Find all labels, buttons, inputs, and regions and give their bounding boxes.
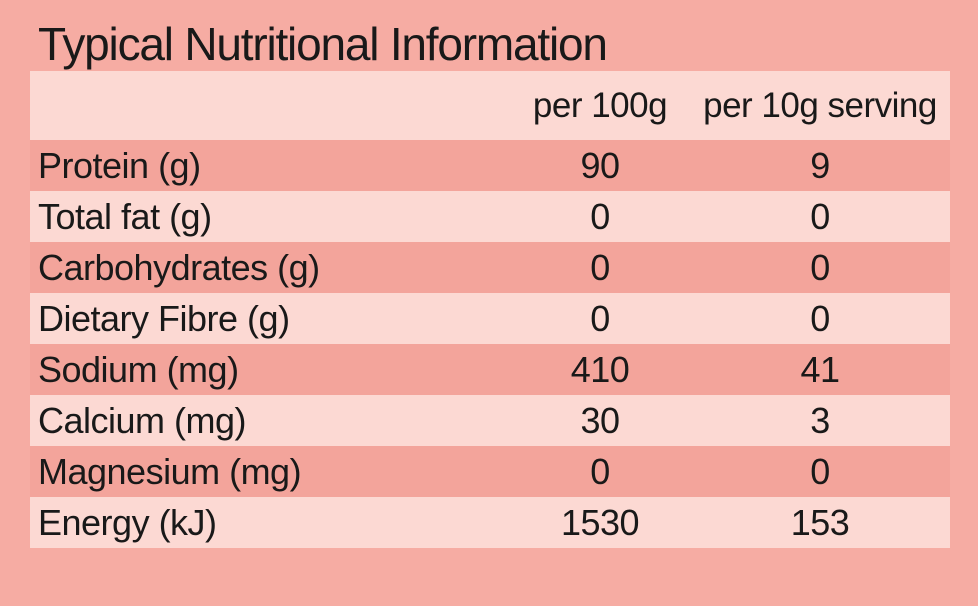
table-row-carbohydrates: Carbohydrates (g) 0 0 [30, 242, 950, 293]
table-header-row: per 100g per 10g serving [30, 71, 950, 140]
value-per-serving: 0 [810, 450, 830, 492]
value-per-100g: 30 [580, 399, 620, 441]
value-per-100g: 0 [590, 297, 610, 339]
nutrition-label-panel: Typical Nutritional Information per 100g… [30, 18, 950, 548]
row-label: Calcium (mg) [38, 399, 247, 441]
value-per-100g: 90 [580, 144, 620, 186]
value-per-serving: 0 [810, 195, 830, 237]
table-row-protein: Protein (g) 90 9 [30, 140, 950, 191]
table-row-total-fat: Total fat (g) 0 0 [30, 191, 950, 242]
row-label: Carbohydrates (g) [38, 246, 320, 288]
value-per-serving: 153 [790, 501, 850, 543]
value-per-serving: 9 [810, 144, 830, 186]
table-row-sodium: Sodium (mg) 410 41 [30, 344, 950, 395]
value-per-serving: 0 [810, 246, 830, 288]
row-label: Dietary Fibre (g) [38, 297, 290, 339]
column-header-per-10g-serving: per 10g serving [703, 85, 937, 125]
value-per-serving: 3 [810, 399, 830, 441]
value-per-100g: 1530 [560, 501, 640, 543]
nutrition-table: per 100g per 10g serving Protein (g) 90 … [30, 71, 950, 548]
row-label: Magnesium (mg) [38, 450, 302, 492]
table-row-dietary-fibre: Dietary Fibre (g) 0 0 [30, 293, 950, 344]
page-title: Typical Nutritional Information [38, 18, 608, 70]
value-per-100g: 0 [590, 246, 610, 288]
table-row-calcium: Calcium (mg) 30 3 [30, 395, 950, 446]
table-row-magnesium: Magnesium (mg) 0 0 [30, 446, 950, 497]
row-label: Energy (kJ) [38, 501, 217, 543]
value-per-serving: 0 [810, 297, 830, 339]
row-label: Protein (g) [38, 144, 201, 186]
column-header-per-100g: per 100g [532, 85, 668, 125]
table-row-energy: Energy (kJ) 1530 153 [30, 497, 950, 548]
value-per-serving: 41 [800, 348, 840, 390]
value-per-100g: 410 [570, 348, 630, 390]
row-label: Total fat (g) [38, 195, 212, 237]
value-per-100g: 0 [590, 195, 610, 237]
value-per-100g: 0 [590, 450, 610, 492]
row-label: Sodium (mg) [38, 348, 239, 390]
